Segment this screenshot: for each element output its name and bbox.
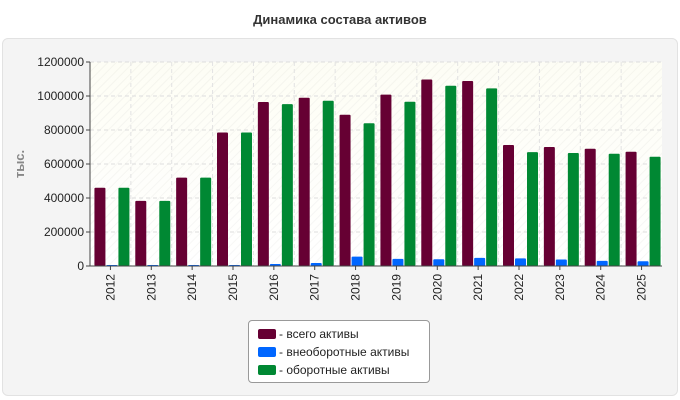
bar-total-assets: [543, 147, 555, 266]
y-axis-label: тыс.: [12, 150, 27, 178]
x-tick-label: 2016: [267, 274, 281, 301]
bar-total-assets: [135, 200, 147, 266]
bar-current-assets: [649, 156, 661, 266]
y-tick-label: 200000: [44, 225, 84, 239]
legend-item-current: - оборотные активы: [258, 361, 429, 379]
legend-label-current: - оборотные активы: [279, 363, 390, 377]
bar-noncurrent-assets: [515, 258, 526, 266]
y-tick-label: 600000: [44, 157, 84, 171]
x-tick-label: 2017: [308, 274, 322, 301]
bar-current-assets: [200, 177, 212, 266]
y-tick-labels: 0 200000 400000 600000 800000 1000000 1200000: [37, 55, 84, 273]
bar-current-assets: [567, 152, 579, 266]
bar-total-assets: [94, 187, 106, 266]
x-tick-label: 2013: [144, 274, 158, 301]
bar-noncurrent-assets: [269, 263, 281, 266]
legend-swatch-current: [258, 365, 276, 375]
legend-item-total: - всего активы: [258, 325, 429, 343]
legend-label-noncurrent: - внеоборотные активы: [279, 345, 410, 359]
bar-total-assets: [339, 114, 351, 266]
x-tick-label: 2012: [103, 274, 117, 301]
bar-noncurrent-assets: [596, 260, 608, 266]
bar-noncurrent-assets: [555, 259, 567, 266]
chart-title: Динамика состава активов: [253, 12, 427, 27]
x-tick-label: 2021: [471, 274, 485, 301]
legend: - всего активы - внеоборотные активы - о…: [248, 320, 430, 383]
bar-current-assets: [445, 85, 457, 266]
bar-noncurrent-assets: [474, 257, 486, 266]
bar-noncurrent-assets: [637, 261, 649, 266]
bar-current-assets: [404, 101, 416, 266]
legend-item-noncurrent: - внеоборотные активы: [258, 343, 429, 361]
bar-current-assets: [159, 200, 171, 266]
bar-current-assets: [527, 152, 538, 266]
x-tick-label: 2015: [226, 274, 240, 301]
bar-noncurrent-assets: [351, 256, 363, 266]
bar-total-assets: [176, 177, 188, 266]
bar-total-assets: [217, 132, 228, 266]
x-tick-label: 2019: [389, 274, 403, 301]
bar-current-assets: [241, 132, 252, 266]
x-tick-label: 2022: [512, 274, 526, 301]
bar-noncurrent-assets: [310, 262, 322, 266]
y-tick-label: 400000: [44, 191, 84, 205]
bar-total-assets: [421, 79, 433, 266]
bar-total-assets: [625, 151, 637, 266]
legend-label-total: - всего активы: [279, 327, 359, 341]
axes: [86, 61, 662, 270]
y-tick-label: 1200000: [37, 55, 84, 69]
bar-current-assets: [363, 123, 375, 266]
bar-total-assets: [298, 97, 310, 266]
bar-noncurrent-assets: [392, 258, 404, 266]
bar-noncurrent-assets: [433, 259, 445, 266]
y-tick-label: 800000: [44, 123, 84, 137]
x-tick-labels: 2012 2013 2014 2015 2016 2017 2018 2019 2020 2021…: [103, 274, 648, 301]
bar-total-assets: [462, 81, 474, 266]
bar-current-assets: [608, 153, 620, 266]
bar-total-assets: [584, 148, 596, 266]
y-tick-label: 0: [77, 259, 84, 273]
x-tick-label: 2025: [635, 274, 649, 301]
x-tick-label: 2024: [594, 274, 608, 301]
x-tick-label: 2020: [430, 274, 444, 301]
legend-swatch-noncurrent: [258, 347, 276, 357]
bars: [94, 79, 661, 266]
grid-lines: [90, 61, 662, 266]
y-tick-label: 1000000: [37, 89, 84, 103]
x-tick-label: 2014: [185, 274, 199, 301]
x-tick-label: 2023: [553, 274, 567, 301]
bar-current-assets: [281, 104, 293, 266]
bar-total-assets: [503, 144, 514, 266]
x-tick-label: 2018: [349, 274, 363, 301]
bar-total-assets: [380, 94, 392, 266]
bar-total-assets: [257, 101, 269, 266]
bar-current-assets: [486, 88, 498, 266]
bar-current-assets: [322, 100, 334, 266]
bar-current-assets: [118, 187, 130, 266]
legend-swatch-total: [258, 329, 276, 339]
